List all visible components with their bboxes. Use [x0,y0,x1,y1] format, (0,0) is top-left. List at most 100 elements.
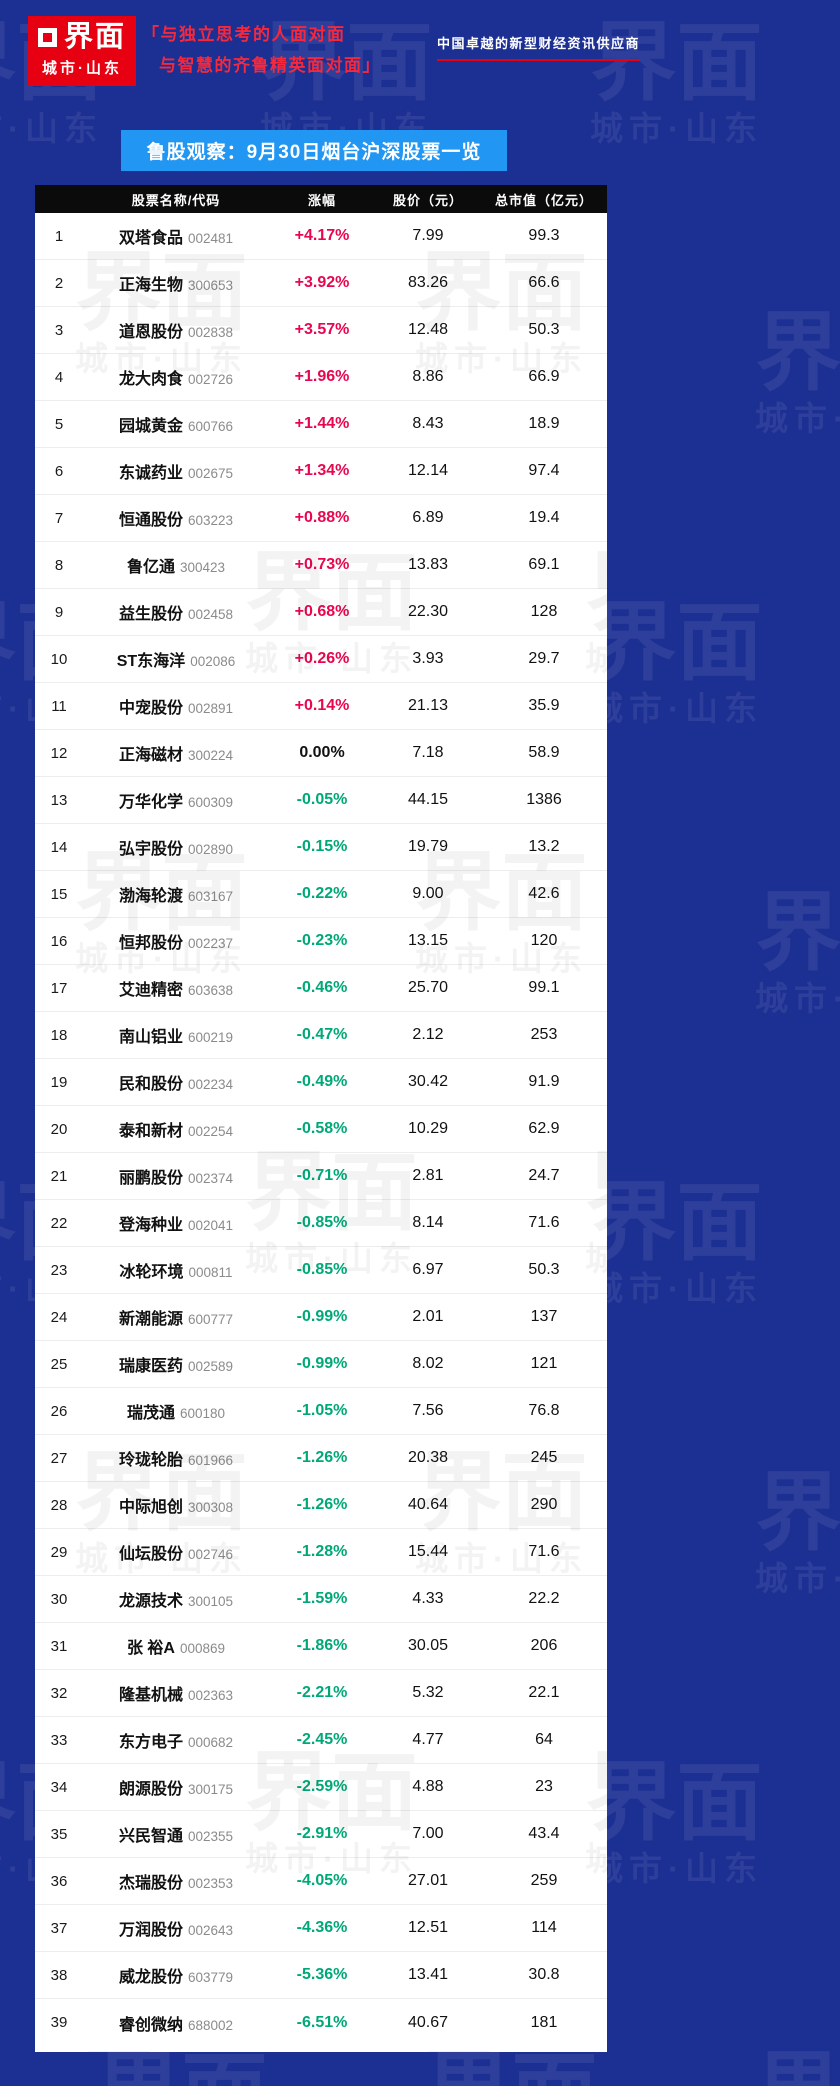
stock-name-code: 万华化学 600309 [83,788,269,812]
stock-name: 朗源股份 [118,1781,183,1798]
stock-name-code: 正海生物 300653 [83,271,269,295]
stock-price: 6.89 [412,509,444,526]
stock-name-code: 鲁亿通 300423 [83,553,269,577]
table-row: 2 正海生物 300653 +3.92% 83.26 66.6 [35,260,607,307]
change-percent: -6.51% [296,2013,348,2031]
market-cap: 23 [535,1778,553,1795]
change-percent: +3.92% [294,274,350,291]
stock-name-code: 道恩股份 002838 [83,318,269,342]
row-number: 16 [50,932,68,950]
stock-code: 000811 [188,1265,233,1280]
row-number: 31 [50,1637,68,1655]
stock-name-code: 中际旭创 300308 [83,1493,269,1517]
stock-name: 渤海轮渡 [118,888,183,905]
stock-name-code: 冰轮环境 000811 [83,1258,269,1282]
market-cap: 22.1 [528,1684,560,1701]
stock-price: 8.14 [412,1214,444,1231]
table-row: 23 冰轮环境 000811 -0.85% 6.97 50.3 [35,1247,607,1294]
stock-name-code: 龙源技术 300105 [83,1587,269,1611]
row-number: 34 [50,1778,68,1796]
stock-price: 12.51 [407,1919,449,1936]
row-number: 21 [50,1167,68,1185]
stock-price: 40.67 [407,2013,449,2031]
market-cap: 43.4 [528,1825,560,1842]
market-cap: 24.7 [528,1167,560,1184]
table-row: 7 恒通股份 603223 +0.88% 6.89 19.4 [35,495,607,542]
stock-price: 30.05 [407,1637,449,1654]
stock-name: 东诚药业 [118,465,183,482]
stock-name: ST东海洋 [116,653,186,670]
stock-price: 8.02 [412,1355,444,1372]
table-row: 26 瑞茂通 600180 -1.05% 7.56 76.8 [35,1388,607,1435]
market-cap: 71.6 [528,1214,560,1231]
stock-price: 13.15 [407,932,449,949]
table-row: 14 弘宇股份 002890 -0.15% 19.79 13.2 [35,824,607,871]
market-cap: 253 [530,1026,558,1043]
stock-name: 杰瑞股份 [118,1875,183,1892]
row-number: 10 [50,650,68,668]
table-row: 19 民和股份 002234 -0.49% 30.42 91.9 [35,1059,607,1106]
market-cap: 76.8 [528,1402,560,1419]
row-number: 5 [54,415,64,433]
table-header-row: 股票名称/代码 涨幅 股价（元） 总市值（亿元） [35,185,607,213]
stock-code: 002726 [187,372,234,387]
stock-name-code: 恒邦股份 002237 [83,929,269,953]
table-row: 13 万华化学 600309 -0.05% 44.15 1386 [35,777,607,824]
table-row: 6 东诚药业 002675 +1.34% 12.14 97.4 [35,448,607,495]
stock-name: 冰轮环境 [119,1264,184,1281]
stock-name-code: 艾迪精密 603638 [83,976,269,1000]
market-cap: 99.1 [528,979,560,996]
tagline: 中国卓越的新型财经资讯供应商 [437,33,641,61]
stock-code: 002891 [187,701,234,716]
row-number: 6 [54,462,64,480]
market-cap: 97.4 [528,462,560,479]
stock-price: 21.13 [407,697,449,714]
stock-name-code: 园城黄金 600766 [83,412,269,436]
stock-price: 7.56 [412,1402,444,1419]
stock-code: 002363 [187,1688,234,1703]
table-row: 20 泰和新材 002254 -0.58% 10.29 62.9 [35,1106,607,1153]
market-cap: 50.3 [528,321,560,338]
stock-name-code: 瑞康医药 002589 [83,1352,269,1376]
stock-code: 600309 [187,795,234,810]
table-row: 24 新潮能源 600777 -0.99% 2.01 137 [35,1294,607,1341]
stock-name-code: 张 裕A 000869 [83,1634,269,1658]
change-percent: +0.14% [294,697,350,714]
stock-name-code: 朗源股份 300175 [83,1775,269,1799]
stock-code: 002746 [187,1547,234,1562]
stock-name: 正海磁材 [118,747,183,764]
stock-code: 002481 [187,231,234,246]
stock-code: 002234 [187,1077,234,1092]
change-percent: +1.34% [294,462,350,479]
stock-code: 002890 [187,842,234,857]
header: 界面 城市·山东 「与独立思考的人面对面 与智慧的齐鲁精英面对面」 中国卓越的新… [0,0,840,122]
stock-code: 002041 [187,1218,234,1233]
stock-price: 7.99 [412,227,444,244]
table-row: 33 东方电子 000682 -2.45% 4.77 64 [35,1717,607,1764]
table-row: 31 张 裕A 000869 -1.86% 30.05 206 [35,1623,607,1670]
stock-name: 玲珑轮胎 [118,1452,183,1469]
table-row: 28 中际旭创 300308 -1.26% 40.64 290 [35,1482,607,1529]
table-row: 12 正海磁材 300224 0.00% 7.18 58.9 [35,730,607,777]
stock-price: 7.00 [412,1825,444,1842]
stock-name-code: 新潮能源 600777 [83,1305,269,1329]
change-percent: -1.28% [296,1543,348,1560]
change-percent: -0.71% [296,1167,348,1184]
logo-top: 界面 [38,23,126,52]
stock-price: 13.41 [407,1966,449,1983]
header-cell-price: 股价（元） [392,192,463,208]
change-percent: -2.45% [296,1731,348,1748]
table-row: 29 仙坛股份 002746 -1.28% 15.44 71.6 [35,1529,607,1576]
row-number: 35 [50,1825,68,1843]
stock-price: 12.14 [407,462,449,479]
row-number: 20 [50,1120,68,1138]
stock-name-code: 南山铝业 600219 [83,1023,269,1047]
table-row: 15 渤海轮渡 603167 -0.22% 9.00 42.6 [35,871,607,918]
stock-name: 恒邦股份 [118,935,183,952]
market-cap: 114 [531,1919,557,1936]
stock-price: 12.48 [407,321,449,338]
row-number: 11 [51,697,67,715]
